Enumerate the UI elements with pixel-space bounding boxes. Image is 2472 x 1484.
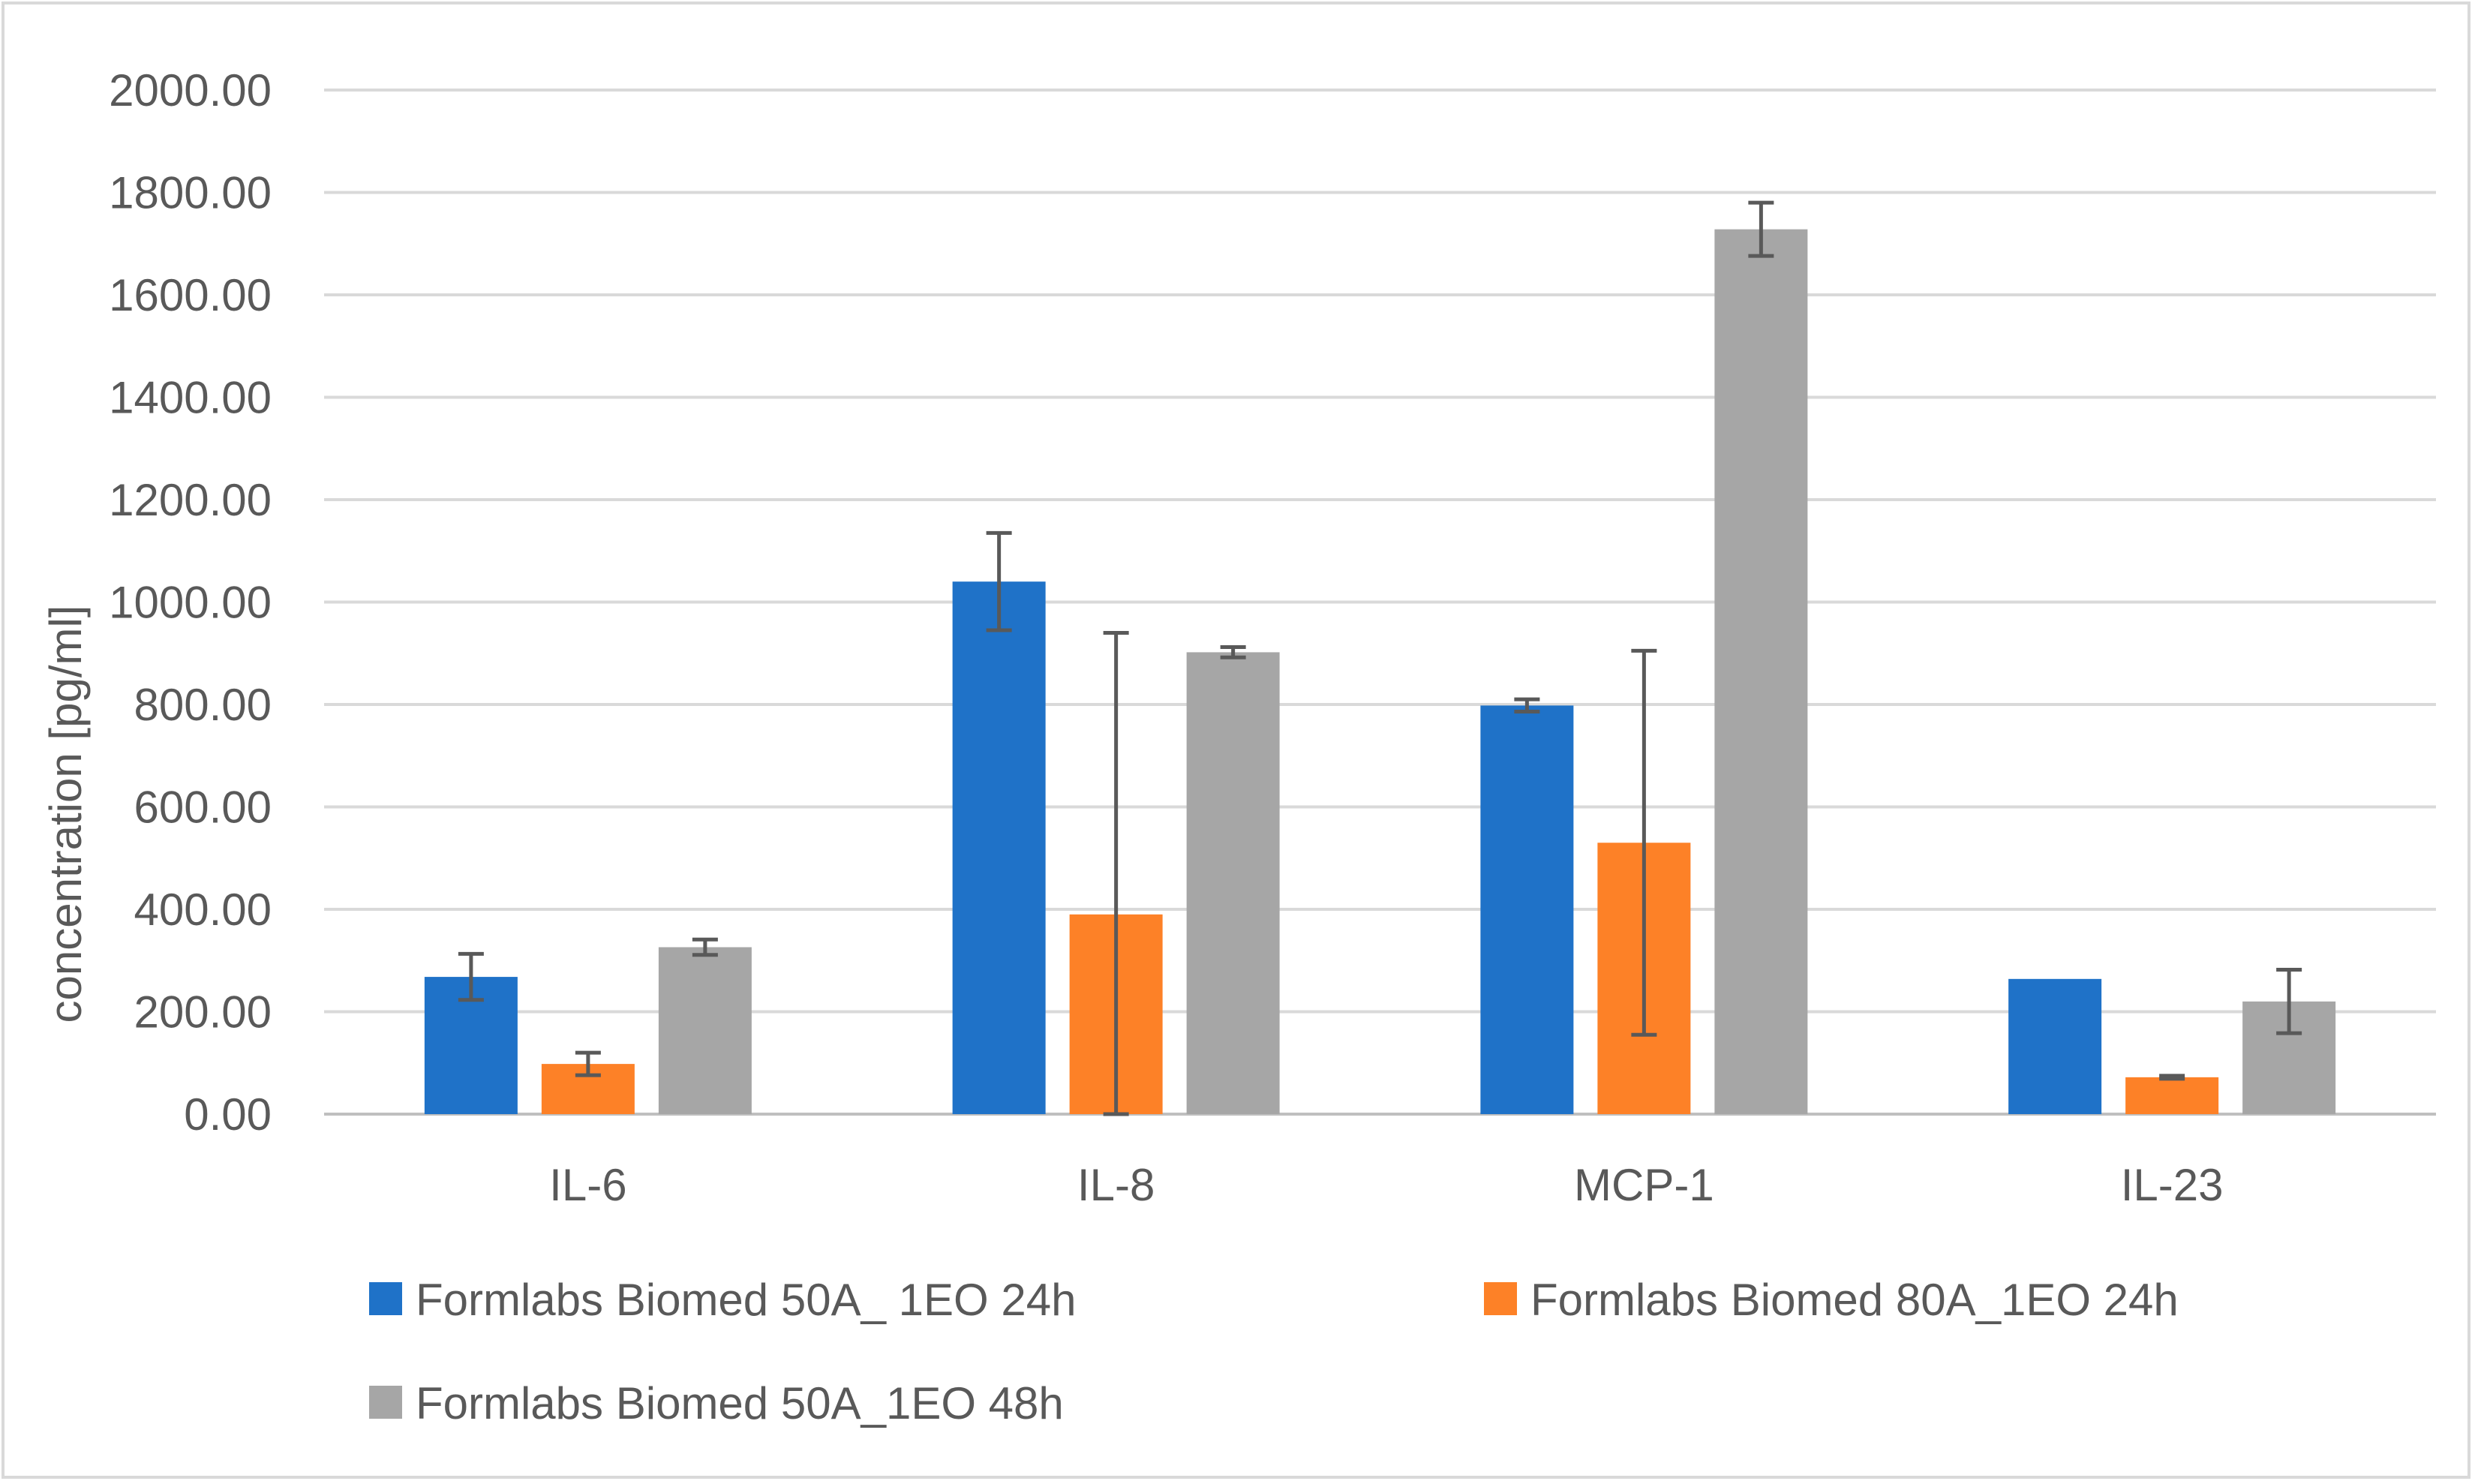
y-tick-label: 600.00 <box>134 783 272 833</box>
bars <box>424 229 2336 1114</box>
legend: Formlabs Biomed 50A_ 1EO 24h Formlabs Bio… <box>369 1275 2179 1428</box>
y-tick-label: 1000.00 <box>109 578 272 628</box>
y-tick-label: 800.00 <box>134 680 272 730</box>
bar <box>952 581 1046 1114</box>
x-tick-label: IL-23 <box>2121 1160 2224 1210</box>
error-bar <box>1220 645 1246 659</box>
y-tick-label: 1200.00 <box>109 475 272 525</box>
y-tick-label: 400.00 <box>134 885 272 935</box>
bar <box>2008 978 2102 1114</box>
bar <box>658 947 752 1114</box>
legend-item: Formlabs Biomed 80A_1EO 24h <box>1484 1275 2179 1325</box>
legend-label: Formlabs Biomed 50A_ 1EO 24h <box>416 1275 1076 1325</box>
bar <box>2125 1077 2219 1114</box>
legend-item: Formlabs Biomed 50A_1EO 48h <box>369 1378 1064 1428</box>
error-bar <box>2159 1074 2185 1081</box>
error-bar <box>1631 648 1657 1037</box>
x-tick-label: MCP-1 <box>1574 1160 1714 1210</box>
legend-swatch <box>1484 1282 1517 1315</box>
error-bar <box>575 1050 601 1077</box>
bar <box>1186 652 1280 1114</box>
error-bars <box>458 200 2302 1116</box>
y-tick-label: 0.00 <box>184 1089 272 1140</box>
error-bar <box>986 530 1012 632</box>
x-tick-label: IL-8 <box>1077 1160 1155 1210</box>
error-bar <box>1103 630 1129 1116</box>
y-tick-label: 1600.00 <box>109 270 272 320</box>
bar <box>1714 229 1808 1114</box>
y-tick-label: 200.00 <box>134 987 272 1038</box>
legend-label: Formlabs Biomed 50A_1EO 48h <box>416 1378 1064 1428</box>
error-bar <box>458 951 484 1002</box>
legend-swatch <box>369 1386 402 1419</box>
y-tick-label: 2000.00 <box>109 65 272 116</box>
legend-label: Formlabs Biomed 80A_1EO 24h <box>1530 1275 2179 1325</box>
y-tick-label: 1800.00 <box>109 168 272 218</box>
bar <box>1480 705 1574 1114</box>
x-axis-ticks: IL-6 IL-8 MCP-1 IL-23 <box>549 1160 2223 1210</box>
legend-item: Formlabs Biomed 50A_ 1EO 24h <box>369 1275 1076 1325</box>
y-axis-label: concentration [pg/ml] <box>41 605 91 1023</box>
error-bar <box>1514 697 1540 714</box>
error-bar <box>1748 200 1774 258</box>
legend-swatch <box>369 1282 402 1315</box>
error-bar <box>2276 968 2302 1035</box>
x-tick-label: IL-6 <box>549 1160 626 1210</box>
y-tick-label: 1400.00 <box>109 373 272 423</box>
error-bar <box>692 937 718 957</box>
y-axis-ticks: 0.00 200.00 400.00 600.00 800.00 1000.00 1200.… <box>109 65 272 1140</box>
